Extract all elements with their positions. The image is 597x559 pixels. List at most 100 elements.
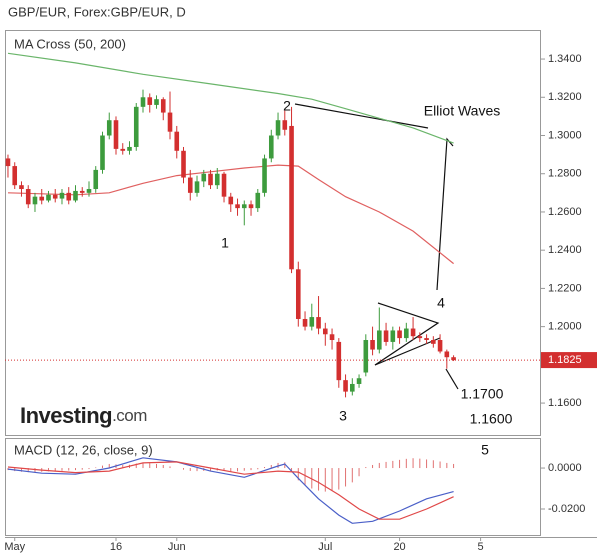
macd-line	[7, 457, 454, 524]
candle-body	[174, 131, 180, 151]
x-tick-label: 20	[393, 541, 405, 553]
candle-body	[336, 341, 342, 381]
x-tick-label: 16	[110, 541, 122, 553]
trend-line	[294, 103, 429, 129]
y-tick-label: 1.3200	[548, 91, 582, 103]
y-tick-label: -0.0200	[548, 503, 585, 515]
candle-body	[221, 173, 227, 197]
candle-body	[235, 204, 240, 209]
indicator-label: MA Cross (50, 200)	[14, 36, 126, 51]
candle-body	[282, 120, 288, 130]
x-tick-label: 5	[478, 541, 484, 553]
candle-body	[417, 336, 423, 339]
candle-body	[25, 189, 31, 205]
candle-body	[275, 120, 281, 136]
candle-body	[140, 97, 146, 107]
candle-body	[181, 150, 186, 178]
y-tick-label: 0.0000	[548, 462, 582, 474]
candle-body	[397, 330, 402, 339]
candle-body	[32, 196, 38, 205]
candle-body	[160, 99, 166, 113]
candle-body	[113, 120, 119, 149]
macd-label: MACD (12, 26, close, 9)	[14, 442, 153, 457]
candle-body	[46, 194, 51, 201]
candle-body	[377, 330, 382, 350]
y-tick-label: 1.2800	[548, 168, 582, 180]
candle-body	[437, 340, 443, 352]
candle-body	[154, 99, 159, 105]
candle-body	[187, 177, 193, 193]
candle-body	[133, 106, 139, 147]
y-tick-label: 1.2400	[548, 244, 582, 256]
candle-body	[309, 317, 315, 327]
candle-body	[167, 112, 173, 132]
candle-body	[248, 204, 254, 209]
candle-body	[19, 185, 24, 190]
trend-line	[436, 137, 454, 291]
candle-body	[390, 330, 396, 342]
candle-body	[214, 173, 220, 186]
candle-body	[410, 328, 416, 337]
candle-body	[431, 340, 436, 344]
y-tick-label: 1.3400	[548, 53, 582, 65]
candle-body	[201, 173, 207, 182]
candle-body	[451, 357, 456, 361]
candle-body	[322, 328, 328, 335]
candle-body	[228, 196, 234, 205]
y-tick-label: 1.3000	[548, 129, 582, 141]
candle-body	[52, 194, 58, 199]
candle-body	[404, 328, 409, 339]
chart-title: GBP/EUR, Forex:GBP/EUR, D	[8, 4, 186, 19]
candle-body	[93, 169, 99, 190]
macd-line	[7, 461, 454, 520]
moving-average	[7, 164, 454, 265]
price-panel	[5, 30, 541, 436]
candle-body	[424, 338, 429, 341]
candle-body	[86, 189, 92, 193]
logo: Investing.com	[20, 403, 147, 428]
candle-body	[383, 330, 389, 342]
candle-body	[120, 148, 126, 151]
candle-body	[12, 166, 18, 186]
candle-body	[363, 340, 369, 373]
candle-body	[194, 181, 200, 193]
triangle	[374, 302, 440, 366]
candle-body	[356, 378, 362, 384]
x-tick-label: Jun	[168, 541, 186, 553]
candle-body	[59, 192, 65, 199]
candle-body	[5, 158, 11, 167]
y-tick-label: 1.2000	[548, 321, 582, 333]
candle-body	[262, 158, 267, 193]
drawings	[294, 103, 459, 390]
logo-main: Investing	[20, 403, 112, 428]
candle-body	[268, 135, 274, 159]
candle-body	[255, 192, 261, 209]
candle-body	[343, 380, 348, 392]
x-tick-label: Jul	[318, 541, 332, 553]
triangle	[374, 337, 441, 366]
moving-average	[7, 52, 454, 144]
logo-suffix: .com	[112, 406, 147, 425]
annotation: 1.1700	[461, 386, 504, 402]
candle-body	[106, 120, 112, 136]
candle-body	[329, 334, 335, 341]
candle-body	[350, 383, 355, 392]
candle-body	[127, 146, 132, 151]
candle-body	[316, 317, 321, 329]
candle-body	[208, 173, 213, 186]
annotation: 4	[437, 295, 445, 311]
candle-body	[100, 135, 105, 170]
candle-body	[73, 190, 78, 201]
annotation: 1.1600	[470, 411, 513, 427]
last-price-box	[541, 352, 597, 369]
annotation: 5	[481, 442, 489, 458]
candle-body	[79, 190, 85, 193]
x-tick-label: May	[4, 541, 25, 553]
y-tick-label: 1.1600	[548, 397, 582, 409]
y-tick-label: 1.2600	[548, 206, 582, 218]
annotation: 2	[283, 98, 291, 114]
candle-body	[241, 204, 247, 209]
candle-body	[444, 351, 450, 358]
candle-body	[289, 125, 294, 270]
